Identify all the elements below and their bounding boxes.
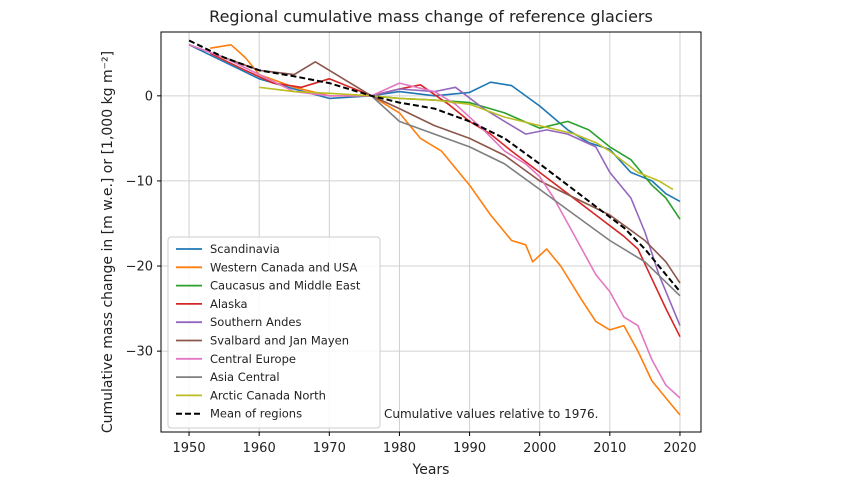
series-line-western-canada-and-usa	[209, 43, 681, 416]
y-tick-label: 0	[145, 89, 153, 104]
chart-title: Regional cumulative mass change of refer…	[209, 7, 653, 26]
series-line-southern-andes	[371, 86, 681, 326]
legend-label: Mean of regions	[210, 407, 302, 421]
legend-label: Caucasus and Middle East	[210, 279, 361, 293]
series-group	[188, 39, 681, 416]
x-tick-label: 1950	[173, 441, 206, 456]
annotation: Cumulative values relative to 1976.	[384, 407, 598, 421]
legend: Scandinavia Western Canada and USA Caucasu…	[167, 236, 381, 429]
y-tick-label: −30	[126, 345, 153, 360]
series-line-mean-of-regions	[188, 39, 681, 293]
y-tick-label: −20	[126, 260, 153, 275]
legend-label: Asia Central	[210, 370, 280, 384]
x-tick-label: 1990	[453, 441, 486, 456]
series-line-scandinavia	[188, 44, 681, 203]
legend-label: Scandinavia	[210, 242, 280, 256]
x-tick-label: 1960	[243, 441, 276, 456]
tick-group: 1950 1960 1970 1980 1990 2000 2010 2020 0 −10 −20 −…	[126, 89, 697, 456]
series-line-asia-central	[370, 95, 681, 297]
legend-label: Southern Andes	[210, 315, 302, 329]
legend-box	[167, 236, 381, 429]
series-line-arctic-canada-north	[259, 86, 674, 191]
legend-label: Western Canada and USA	[210, 260, 357, 274]
y-tick-label: −10	[126, 174, 153, 189]
x-tick-label: 2010	[593, 441, 626, 456]
x-tick-label: 1970	[313, 441, 346, 456]
legend-label: Arctic Canada North	[210, 388, 326, 402]
y-axis-label: Cumulative mass change in [m w.e.] or [1…	[100, 51, 116, 433]
legend-label: Svalbard and Jan Mayen	[210, 334, 349, 348]
x-tick-label: 2000	[523, 441, 556, 456]
legend-label: Central Europe	[210, 352, 296, 366]
x-tick-label: 2020	[663, 441, 696, 456]
plot-area-frame	[160, 31, 702, 433]
x-tick-label: 1980	[383, 441, 416, 456]
series-line-svalbard-and-jan-mayen	[188, 44, 681, 284]
series-line-central-europe	[188, 44, 681, 399]
legend-label: Alaska	[210, 297, 248, 311]
x-axis-label: Years	[412, 462, 450, 478]
